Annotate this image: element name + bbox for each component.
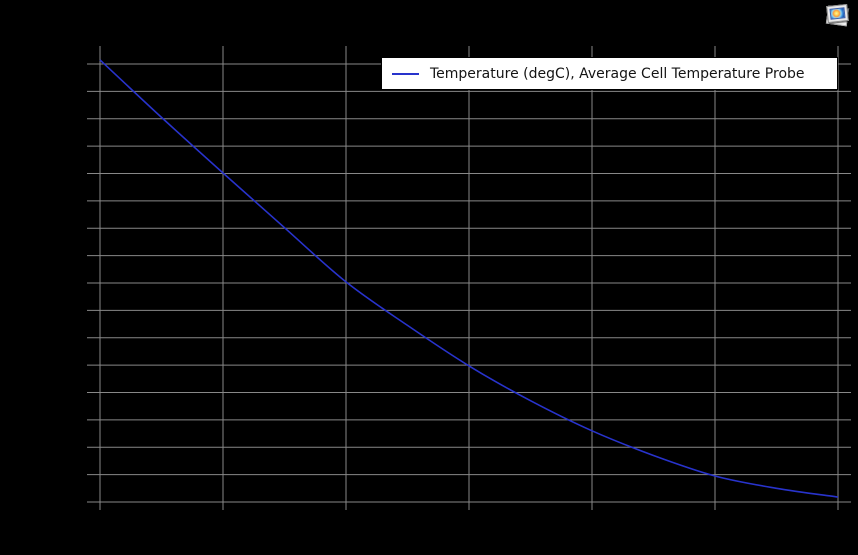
thumbnail-front-card xyxy=(826,3,849,24)
legend-line-sample-icon xyxy=(392,72,419,75)
legend-label: Temperature (degC), Average Cell Tempera… xyxy=(430,65,805,82)
gridlines-group xyxy=(87,46,851,510)
legend: Temperature (degC), Average Cell Tempera… xyxy=(381,57,838,90)
thumbnail-surface-plot xyxy=(829,7,846,20)
plot-thumbnail-icon xyxy=(825,3,850,27)
temperature-curve xyxy=(99,59,839,498)
